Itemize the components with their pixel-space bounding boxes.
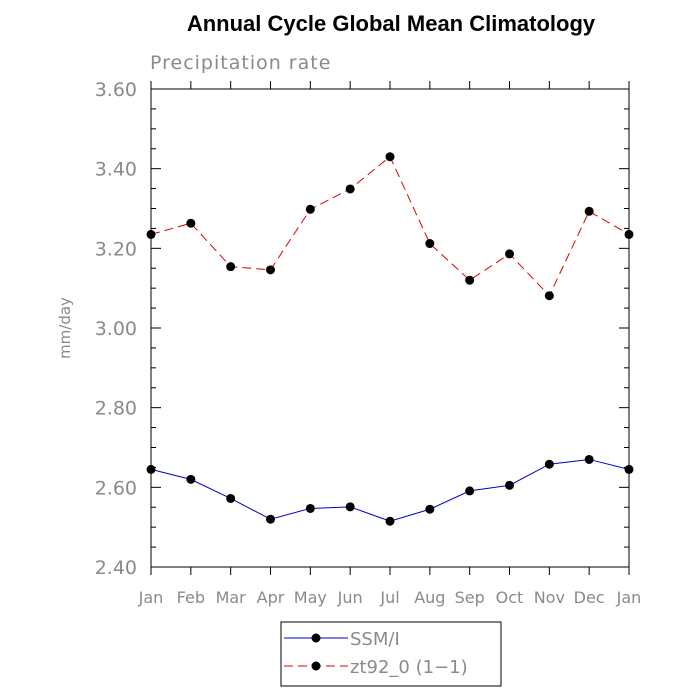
x-tick-label: Apr (257, 588, 285, 607)
x-tick-label: Jan (616, 588, 642, 607)
y-tick-label: 2.80 (95, 398, 137, 420)
series-layer (146, 152, 634, 526)
data-point (465, 486, 475, 496)
data-point (385, 516, 395, 526)
x-tick-labels: Jan Feb Mar Apr May Jun Jul Aug Sep Oct Nov Dec Jan (138, 588, 642, 607)
legend: SSM/I zt92_0 (1−1) (280, 621, 502, 687)
x-tick-label: Jan (138, 588, 164, 607)
data-point (305, 204, 315, 214)
data-point (186, 474, 196, 484)
data-point (584, 454, 594, 464)
x-tick-label: May (294, 588, 327, 607)
x-tick-label: Oct (496, 588, 524, 607)
data-point (226, 262, 236, 272)
data-point (226, 493, 236, 503)
plot-frame (150, 88, 630, 568)
x-tick-label: Jul (379, 588, 399, 607)
data-point (425, 239, 435, 249)
data-point (186, 218, 196, 228)
data-point (345, 184, 355, 194)
data-point (385, 152, 395, 162)
y-tick-label: 2.60 (95, 477, 137, 499)
y-tick-label: 3.60 (95, 79, 137, 101)
x-tick-label: Mar (216, 588, 247, 607)
x-tick-label: Sep (455, 588, 485, 607)
data-point (465, 275, 475, 285)
data-point (305, 503, 315, 513)
data-point (544, 459, 554, 469)
data-point (266, 514, 275, 524)
y-tick-labels: 2.40 2.60 2.80 3.00 3.20 3.40 3.60 (95, 79, 137, 579)
y-tick-label: 3.20 (95, 238, 137, 260)
y-tick-label: 3.40 (95, 159, 137, 181)
y-tick-label: 2.40 (95, 557, 137, 579)
legend-label: zt92_0 (1−1) (350, 657, 468, 678)
series-1 (146, 152, 634, 301)
data-point (266, 265, 275, 275)
data-point (505, 249, 514, 259)
legend-box (280, 621, 502, 687)
chart-subtitle: Precipitation rate (150, 52, 331, 74)
chart-title: Annual Cycle Global Mean Climatology (187, 11, 596, 36)
x-tick-label: Nov (534, 588, 565, 607)
x-tick-label: Aug (414, 588, 445, 607)
data-point (425, 504, 435, 514)
y-tick-label: 3.00 (95, 318, 137, 340)
legend-marker (311, 661, 321, 671)
series-line (150, 155, 630, 297)
series-line (150, 458, 630, 522)
data-point (505, 480, 514, 490)
legend-marker (311, 633, 321, 643)
data-point (544, 291, 554, 301)
series-0 (146, 454, 634, 526)
legend-label: SSM/I (350, 629, 400, 650)
x-tick-label: Jun (337, 588, 363, 607)
data-point (584, 206, 594, 216)
y-axis-label: mm/day (56, 297, 74, 359)
x-tick-label: Dec (574, 588, 605, 607)
x-tick-label: Feb (177, 588, 205, 607)
data-point (345, 502, 355, 512)
